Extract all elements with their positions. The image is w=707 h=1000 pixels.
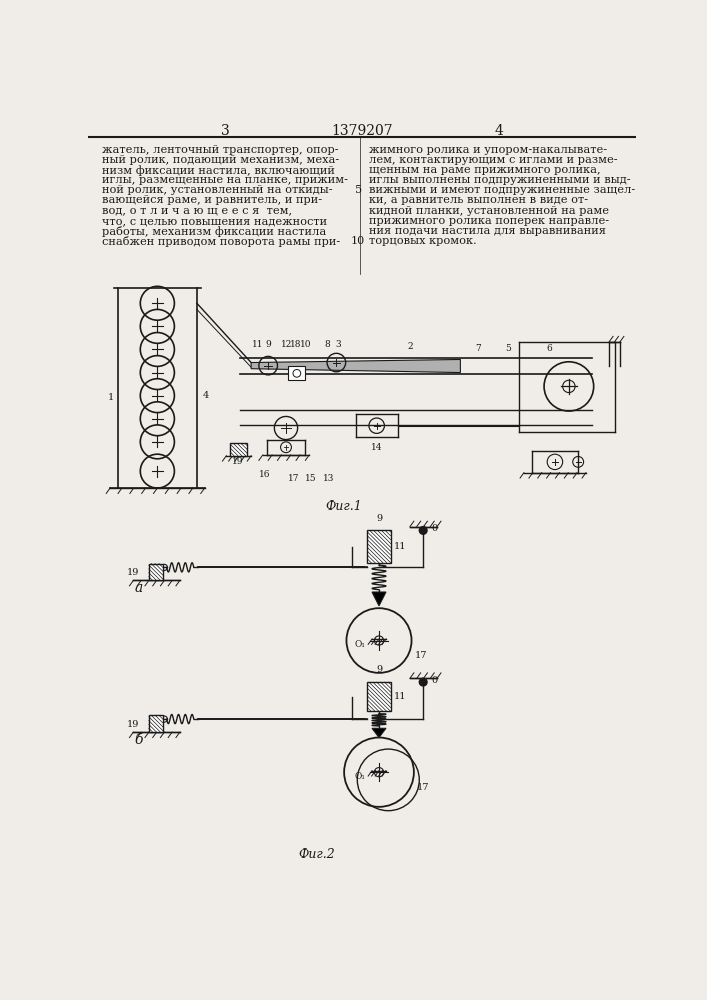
Text: 12: 12 [281, 340, 293, 349]
Text: ки, а равнитель выполнен в виде от-: ки, а равнитель выполнен в виде от- [369, 195, 588, 205]
Text: жимного ролика и упором-накалывате-: жимного ролика и упором-накалывате- [369, 145, 607, 155]
Text: прижимного ролика поперек направле-: прижимного ролика поперек направле- [369, 216, 609, 226]
Text: ный ролик, подающий механизм, меха-: ный ролик, подающий механизм, меха- [103, 155, 339, 165]
Text: 9: 9 [376, 665, 382, 674]
Text: иглы, размещенные на планке, прижим-: иглы, размещенные на планке, прижим- [103, 175, 349, 185]
Text: 1: 1 [107, 393, 114, 402]
Text: жатель, ленточный транспортер, опор-: жатель, ленточный транспортер, опор- [103, 145, 339, 155]
Text: 4: 4 [202, 391, 209, 400]
Bar [368, 682, 391, 711]
Text: 17: 17 [417, 783, 429, 792]
Text: 5: 5 [354, 185, 362, 195]
Text: снабжен приводом поворота рамы при-: снабжен приводом поворота рамы при- [103, 236, 341, 247]
Text: 19: 19 [127, 720, 139, 729]
Text: вижными и имеют подпружиненные защел-: вижными и имеют подпружиненные защел- [369, 185, 635, 195]
Polygon shape [251, 359, 460, 373]
Text: иглы выполнены подпружиненными и выд-: иглы выполнены подпружиненными и выд- [369, 175, 631, 185]
Text: 9: 9 [265, 340, 271, 349]
Text: ния подачи настила для выравнивания: ния подачи настила для выравнивания [369, 226, 606, 236]
Text: низм фиксации настила, включающий: низм фиксации настила, включающий [103, 165, 335, 176]
Text: торцовых кромок.: торцовых кромок. [369, 236, 477, 246]
Bar [149, 715, 163, 732]
Text: вод, о т л и ч а ю щ е е с я  тем,: вод, о т л и ч а ю щ е е с я тем, [103, 206, 293, 216]
Text: 10: 10 [300, 340, 312, 349]
Text: а: а [134, 581, 143, 595]
Text: 4: 4 [495, 124, 503, 138]
Text: 11: 11 [394, 542, 407, 551]
Text: 11: 11 [394, 692, 407, 701]
Text: вающейся раме, и равнитель, и при-: вающейся раме, и равнитель, и при- [103, 195, 322, 205]
Text: Фиг.2: Фиг.2 [298, 848, 335, 861]
Bar [288, 366, 305, 380]
Text: 1379207: 1379207 [331, 124, 393, 138]
Text: кидной планки, установленной на раме: кидной планки, установленной на раме [369, 206, 609, 216]
Text: что, с целью повышения надежности: что, с целью повышения надежности [103, 216, 327, 226]
Text: лем, контактирующим с иглами и разме-: лем, контактирующим с иглами и разме- [369, 155, 617, 165]
Text: 9: 9 [376, 514, 382, 523]
Text: 7: 7 [475, 344, 481, 353]
Text: ной ролик, установленный на откиды-: ной ролик, установленный на откиды- [103, 185, 333, 195]
Text: 3: 3 [335, 340, 341, 349]
Text: 8: 8 [325, 340, 330, 349]
Polygon shape [372, 592, 386, 606]
Text: 0: 0 [431, 524, 437, 533]
Text: 16: 16 [259, 470, 271, 479]
Text: 14: 14 [371, 443, 382, 452]
Text: 3: 3 [221, 124, 230, 138]
Text: O₁: O₁ [354, 640, 365, 649]
Text: 13: 13 [323, 474, 334, 483]
Text: щенным на раме прижимного ролика,: щенным на раме прижимного ролика, [369, 165, 600, 175]
Text: 19: 19 [127, 568, 139, 577]
Text: б: б [134, 733, 143, 747]
Text: 6: 6 [547, 344, 552, 353]
Text: работы, механизм фиксации настила: работы, механизм фиксации настила [103, 226, 327, 237]
Bar [149, 564, 163, 580]
Text: 18: 18 [291, 340, 302, 349]
Text: 11: 11 [252, 340, 263, 349]
Text: Фиг.1: Фиг.1 [326, 500, 363, 513]
Circle shape [419, 678, 427, 686]
Text: 15: 15 [305, 474, 317, 483]
Polygon shape [372, 728, 386, 738]
Text: 5: 5 [506, 344, 511, 353]
Text: O₁: O₁ [354, 772, 365, 781]
Circle shape [419, 527, 427, 534]
Text: 17: 17 [288, 474, 300, 483]
Text: 17: 17 [414, 651, 427, 660]
Text: 10: 10 [351, 236, 366, 246]
Text: 19: 19 [232, 457, 244, 466]
Bar [230, 443, 247, 456]
Bar [368, 530, 391, 563]
Text: 0: 0 [431, 676, 437, 685]
Text: 2: 2 [407, 342, 413, 351]
